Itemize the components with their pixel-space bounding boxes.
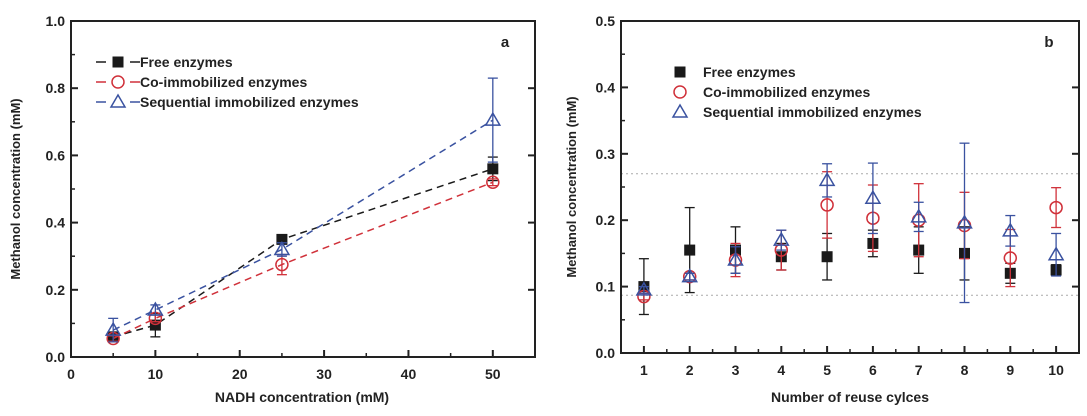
x-tick-label: 10 xyxy=(148,366,164,382)
data-point xyxy=(486,175,500,190)
data-point xyxy=(487,163,499,175)
x-tick-label: 2 xyxy=(686,362,694,378)
x-axis-label: NADH concentration (mM) xyxy=(215,389,389,405)
x-tick-label: 1 xyxy=(640,362,648,378)
series-free-enzymes xyxy=(638,206,1062,316)
data-point xyxy=(104,321,122,336)
series-sequential-immobilized-enzymes xyxy=(104,77,502,343)
panel-label: a xyxy=(501,34,510,51)
x-tick-label: 30 xyxy=(316,366,332,382)
legend-marker xyxy=(671,103,689,118)
data-point xyxy=(147,301,164,316)
y-tick-label: 0.0 xyxy=(596,345,616,361)
x-tick-label: 4 xyxy=(777,362,785,378)
legend-label: Free enzymes xyxy=(140,54,233,70)
y-axis-label: Methanol concentration (mM) xyxy=(564,96,579,277)
y-tick-label: 0.0 xyxy=(46,349,66,365)
data-point xyxy=(727,251,744,266)
x-tick-label: 50 xyxy=(485,366,501,382)
series-co-immobilized-enzymes xyxy=(637,171,1063,304)
data-point xyxy=(635,281,653,296)
data-point xyxy=(275,257,289,272)
data-point xyxy=(1047,246,1065,261)
data-point xyxy=(772,231,790,246)
legend-label: Free enzymes xyxy=(703,64,796,80)
x-tick-label: 10 xyxy=(1048,362,1064,378)
series-free-enzymes xyxy=(107,156,499,343)
data-point xyxy=(818,171,836,187)
series-co-immobilized-enzymes xyxy=(106,175,500,346)
chart-panel-b: b Number of reuse cylces Methanol concen… xyxy=(564,13,1080,405)
data-point xyxy=(484,111,502,126)
x-tick-label: 3 xyxy=(732,362,740,378)
x-tick-label: 20 xyxy=(232,366,248,382)
y-tick-label: 0.5 xyxy=(596,13,616,29)
legend-entry: Free enzymes xyxy=(674,64,796,80)
y-tick-label: 0.1 xyxy=(596,279,616,295)
y-tick-label: 0.3 xyxy=(596,146,616,162)
data-point xyxy=(1003,251,1018,265)
y-tick-label: 1.0 xyxy=(46,13,66,29)
data-point xyxy=(1001,222,1019,237)
x-tick-label: 7 xyxy=(915,362,923,378)
series-line xyxy=(112,168,494,338)
plot-frame xyxy=(70,20,536,358)
x-axis-label: Number of reuse cylces xyxy=(771,389,929,405)
data-point xyxy=(821,251,833,263)
data-point xyxy=(684,244,696,256)
panel-label: b xyxy=(1044,34,1053,51)
legend-entry: Co-immobilized enzymes xyxy=(673,84,870,100)
y-axis-label: Methanol concentration (mM) xyxy=(8,98,23,279)
data-point xyxy=(681,268,699,283)
x-tick-label: 8 xyxy=(961,362,969,378)
legend-entry: Sequential immobilized enzymes xyxy=(671,103,922,120)
legend-marker xyxy=(674,66,686,78)
data-point xyxy=(820,198,834,212)
legend-entry: Sequential immobilized enzymes xyxy=(96,93,359,110)
legend-marker xyxy=(111,75,125,89)
series-line xyxy=(112,119,494,331)
x-tick-label: 9 xyxy=(1006,362,1014,378)
x-tick-label: 5 xyxy=(823,362,831,378)
legend-entry: Co-immobilized enzymes xyxy=(96,74,307,90)
y-tick-label: 0.6 xyxy=(46,147,66,163)
legend-label: Sequential immobilized enzymes xyxy=(703,104,922,120)
legend-marker xyxy=(109,93,127,108)
legend-marker xyxy=(673,85,687,99)
y-tick-label: 0.4 xyxy=(596,79,616,95)
data-point xyxy=(273,240,291,256)
legend-label: Sequential immobilized enzymes xyxy=(140,94,359,110)
data-point xyxy=(956,214,973,229)
x-tick-label: 0 xyxy=(67,366,75,382)
y-tick-label: 0.8 xyxy=(46,80,66,96)
x-tick-label: 40 xyxy=(401,366,417,382)
y-tick-label: 0.2 xyxy=(46,282,66,298)
data-point xyxy=(864,189,882,205)
data-point xyxy=(1049,200,1063,215)
y-tick-label: 0.2 xyxy=(596,212,616,228)
series-sequential-immobilized-enzymes xyxy=(635,142,1065,304)
data-point xyxy=(910,208,928,223)
legend-marker xyxy=(112,56,124,68)
x-tick-label: 6 xyxy=(869,362,877,378)
data-point xyxy=(276,233,288,245)
legend-label: Co-immobilized enzymes xyxy=(140,74,307,90)
y-tick-label: 0.4 xyxy=(46,215,66,231)
plot-frame xyxy=(620,20,1080,354)
legend-entry: Free enzymes xyxy=(96,54,233,70)
chart-panel-a: a NADH concentration (mM) Methanol conce… xyxy=(8,13,536,405)
legend-label: Co-immobilized enzymes xyxy=(703,84,870,100)
